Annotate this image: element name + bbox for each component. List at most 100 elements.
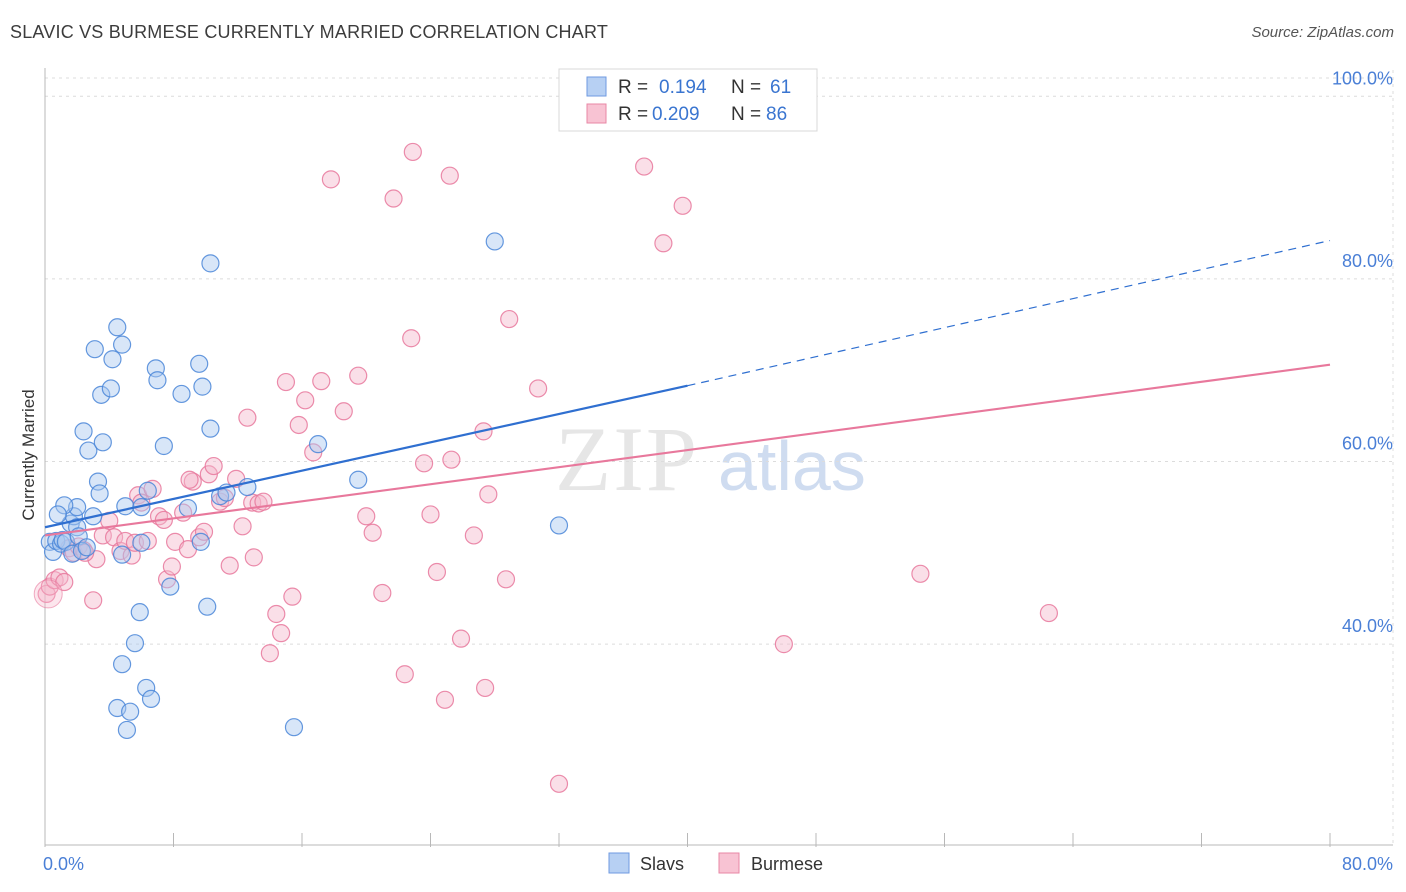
slavs-point [549,516,569,535]
slavs-point [47,531,66,551]
slavs-point [308,435,328,454]
x-tick-label-max: 80.0% [1342,854,1393,874]
burmese-point [220,556,239,575]
slavs-point [93,433,112,452]
y-tick-label: 80.0% [1342,251,1393,271]
slavs-point [103,350,122,369]
legend-r-label-slavs: R = [618,77,648,98]
slavs-point [117,720,137,740]
y-tick-label: 40.0% [1342,616,1393,636]
slavs-point [284,718,304,737]
burmese-point [289,415,308,435]
y-tick-label: 100.0% [1332,68,1393,88]
burmese-point [272,624,291,643]
bottom-legend-label-slavs: Slavs [640,854,684,874]
burmese-point [238,408,257,427]
burmese-point [363,523,382,542]
x-tick-label-min: 0.0% [43,854,84,874]
burmese-point [373,583,392,603]
burmese-point [84,591,103,610]
slavs-point [101,379,120,398]
burmese-point [442,450,461,469]
slavs-point [79,441,98,460]
burmese-point [479,485,498,504]
y-tick-label: 60.0% [1342,434,1393,454]
legend-swatch-slavs [586,76,607,97]
slavs-point [108,318,127,337]
burmese-point [440,166,459,185]
watermark-atlas: atlas [718,427,866,505]
burmese-trend-line [44,363,1331,537]
axes [44,68,1393,847]
burmese-point [435,690,455,709]
burmese-point [635,157,654,176]
burmese-point [138,531,157,551]
slavs-point [198,597,217,616]
slavs-point [121,702,140,721]
burmese-point [296,391,315,410]
trend-lines [44,239,1331,537]
burmese-point [357,507,376,526]
stats-legend: R = 0.194 N = 61 R = 0.209 N = 86 [558,68,818,132]
burmese-point [180,470,199,489]
burmese-point [276,372,296,392]
slavs-point [116,497,135,516]
slavs-point [201,254,220,273]
slavs-point [125,634,145,653]
slavs-point [349,470,368,489]
slavs-trend-line-extension [687,239,1331,387]
burmese-point [74,540,93,560]
source-credit: Source: ZipAtlas.com [1251,24,1394,41]
burmese-point [283,587,302,606]
burmese-point [451,629,471,648]
burmese-point [427,562,447,582]
burmese-point [464,526,483,545]
slavs-point [48,505,67,524]
slavs-point [137,678,156,698]
burmese-point [673,196,692,215]
slavs-point [132,533,151,552]
burmese-point [183,472,202,491]
legend-n-label-burmese: N = [731,104,761,125]
legend-r-label-burmese: R = [618,104,648,125]
slavs-point [172,384,191,404]
burmese-point [194,522,214,541]
burmese-point [496,570,516,589]
burmese-point [500,309,519,329]
slavs-trend-line [44,384,688,529]
burmese-point [654,234,673,253]
burmese-point [403,142,422,162]
slavs-point [141,689,161,709]
y-axis-label: Currently Married [19,389,38,520]
legend-n-value-slavs: 61 [770,77,791,98]
legend-r-value-burmese: 0.209 [652,104,700,125]
slavs-point [130,603,149,622]
burmese-point [260,644,279,663]
slavs-point [138,481,157,500]
burmese-point-cluster [33,579,63,609]
burmese-point [334,402,353,421]
burmese-point [421,505,440,524]
slavs-point [178,498,198,518]
burmese-point [774,635,793,654]
series-legend: Slavs Burmese [608,852,823,874]
burmese-point [233,517,252,536]
slavs-point [92,385,111,404]
burmese-point [1039,603,1059,623]
burmese-point [267,604,286,624]
slavs-point [55,496,74,515]
legend-r-value-slavs: 0.194 [659,77,707,98]
burmese-point [204,456,223,476]
burmese-point [414,454,434,473]
slavs-point [112,335,132,354]
slavs-point [85,340,104,359]
burmese-point [87,550,106,569]
slavs-point [90,484,109,503]
slavs-point [193,377,212,396]
slavs-point [161,577,180,596]
burmese-point [349,366,368,385]
series-slavs-points [40,232,569,740]
burmese-point [321,170,341,189]
bottom-legend-swatch-slavs [608,852,630,874]
legend-swatch-burmese [586,103,607,124]
